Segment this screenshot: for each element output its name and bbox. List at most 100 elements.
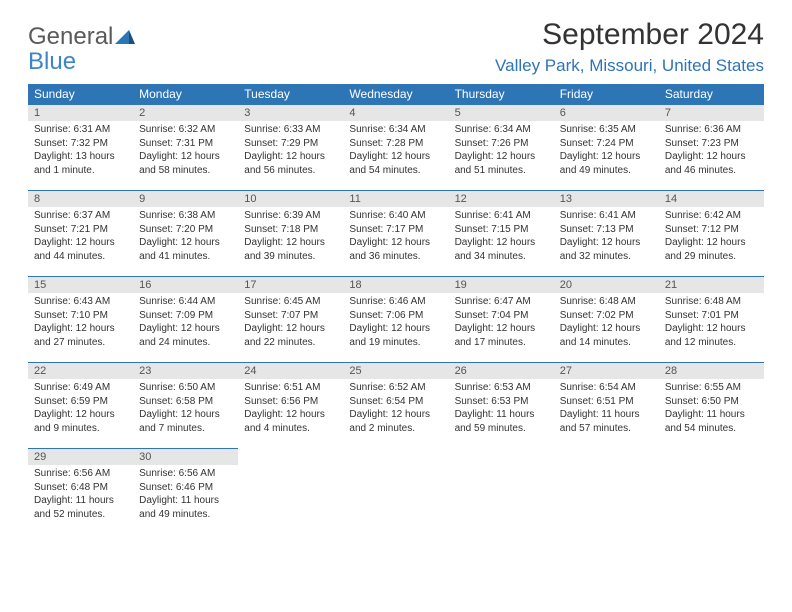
sunset-text: Sunset: 7:15 PM <box>455 223 548 237</box>
calendar-cell: 26Sunrise: 6:53 AMSunset: 6:53 PMDayligh… <box>449 362 554 448</box>
sunrise-text: Sunrise: 6:48 AM <box>665 295 758 309</box>
calendar-cell: 22 Sunrise: 6:49 AMSunset: 6:59 PMDayligh… <box>28 362 133 448</box>
sunset-text: Sunset: 6:59 PM <box>34 395 127 409</box>
daylight-text: Daylight: 12 hours and 2 minutes. <box>349 408 442 435</box>
calendar-cell <box>554 448 659 534</box>
daylight-text: Daylight: 12 hours and 19 minutes. <box>349 322 442 349</box>
sunset-text: Sunset: 7:17 PM <box>349 223 442 237</box>
calendar-cell: 12Sunrise: 6:41 AMSunset: 7:15 PMDayligh… <box>449 190 554 276</box>
logo-word2: Blue <box>28 48 76 75</box>
sunrise-text: Sunrise: 6:48 AM <box>560 295 653 309</box>
sunset-text: Sunset: 6:48 PM <box>34 481 127 495</box>
day-number: 11 <box>343 190 448 207</box>
calendar-cell: 8Sunrise: 6:37 AMSunset: 7:21 PMDaylight… <box>28 190 133 276</box>
sunrise-text: Sunrise: 6:36 AM <box>665 123 758 137</box>
logo-word1: General <box>28 23 113 50</box>
sunrise-text: Sunrise: 6:33 AM <box>244 123 337 137</box>
sunset-text: Sunset: 7:10 PM <box>34 309 127 323</box>
weekday-header: Wednesday <box>343 84 448 104</box>
daylight-text: Daylight: 12 hours and 9 minutes. <box>34 408 127 435</box>
daylight-text: Daylight: 12 hours and 51 minutes. <box>455 150 548 177</box>
calendar-cell: 21Sunrise: 6:48 AMSunset: 7:01 PMDayligh… <box>659 276 764 362</box>
sunrise-text: Sunrise: 6:56 AM <box>34 467 127 481</box>
calendar-cell: 19Sunrise: 6:47 AMSunset: 7:04 PMDayligh… <box>449 276 554 362</box>
day-number: 1 <box>28 104 133 121</box>
day-number: 22 <box>28 362 133 379</box>
title-block: September 2024 Valley Park, Missouri, Un… <box>495 18 764 76</box>
weekday-header: Thursday <box>449 84 554 104</box>
sunrise-text: Sunrise: 6:40 AM <box>349 209 442 223</box>
sunrise-text: Sunrise: 6:44 AM <box>139 295 232 309</box>
day-number: 28 <box>659 362 764 379</box>
calendar-cell: 20 Sunrise: 6:48 AMSunset: 7:02 PMDayligh… <box>554 276 659 362</box>
daylight-text: Daylight: 12 hours and 56 minutes. <box>244 150 337 177</box>
weekday-header: Sunday <box>28 84 133 104</box>
daylight-text: Daylight: 11 hours and 52 minutes. <box>34 494 127 521</box>
sunrise-text: Sunrise: 6:52 AM <box>349 381 442 395</box>
sunset-text: Sunset: 6:56 PM <box>244 395 337 409</box>
calendar-cell: 4Sunrise: 6:34 AMSunset: 7:28 PMDaylight… <box>343 104 448 190</box>
weekday-header: Monday <box>133 84 238 104</box>
sunset-text: Sunset: 6:51 PM <box>560 395 653 409</box>
calendar-cell: 2Sunrise: 6:32 AMSunset: 7:31 PMDaylight… <box>133 104 238 190</box>
day-number: 12 <box>449 190 554 207</box>
calendar-cell: 11Sunrise: 6:40 AMSunset: 7:17 PMDayligh… <box>343 190 448 276</box>
day-number: 26 <box>449 362 554 379</box>
calendar-cell: 14Sunrise: 6:42 AMSunset: 7:12 PMDayligh… <box>659 190 764 276</box>
calendar-cell: 1Sunrise: 6:31 AMSunset: 7:32 PMDaylight… <box>28 104 133 190</box>
day-number: 29 <box>28 448 133 465</box>
day-number: 20 <box>554 276 659 293</box>
day-number: 27 <box>554 362 659 379</box>
calendar-cell: 7Sunrise: 6:36 AMSunset: 7:23 PMDaylight… <box>659 104 764 190</box>
sunset-text: Sunset: 7:29 PM <box>244 137 337 151</box>
calendar-table: SundayMondayTuesdayWednesdayThursdayFrid… <box>28 84 764 534</box>
daylight-text: Daylight: 11 hours and 59 minutes. <box>455 408 548 435</box>
daylight-text: Daylight: 12 hours and 14 minutes. <box>560 322 653 349</box>
daylight-text: Daylight: 12 hours and 32 minutes. <box>560 236 653 263</box>
daylight-text: Daylight: 11 hours and 54 minutes. <box>665 408 758 435</box>
weekday-header: Friday <box>554 84 659 104</box>
month-title: September 2024 <box>495 18 764 52</box>
sunrise-text: Sunrise: 6:32 AM <box>139 123 232 137</box>
sunset-text: Sunset: 7:02 PM <box>560 309 653 323</box>
calendar-cell: 6Sunrise: 6:35 AMSunset: 7:24 PMDaylight… <box>554 104 659 190</box>
sunrise-text: Sunrise: 6:56 AM <box>139 467 232 481</box>
daylight-text: Daylight: 13 hours and 1 minute. <box>34 150 127 177</box>
sunset-text: Sunset: 7:28 PM <box>349 137 442 151</box>
logo-text: General Blue <box>28 24 135 74</box>
sunset-text: Sunset: 6:58 PM <box>139 395 232 409</box>
day-number: 2 <box>133 104 238 121</box>
sunset-text: Sunset: 7:20 PM <box>139 223 232 237</box>
weekday-header: Saturday <box>659 84 764 104</box>
sunrise-text: Sunrise: 6:49 AM <box>34 381 127 395</box>
sunrise-text: Sunrise: 6:37 AM <box>34 209 127 223</box>
day-number: 23 <box>133 362 238 379</box>
sunrise-text: Sunrise: 6:34 AM <box>349 123 442 137</box>
day-number: 10 <box>238 190 343 207</box>
day-number: 7 <box>659 104 764 121</box>
sunset-text: Sunset: 7:31 PM <box>139 137 232 151</box>
daylight-text: Daylight: 11 hours and 49 minutes. <box>139 494 232 521</box>
day-number: 15 <box>28 276 133 293</box>
day-number: 18 <box>343 276 448 293</box>
day-number: 16 <box>133 276 238 293</box>
calendar-cell: 13Sunrise: 6:41 AMSunset: 7:13 PMDayligh… <box>554 190 659 276</box>
day-number: 21 <box>659 276 764 293</box>
calendar-cell: 15Sunrise: 6:43 AMSunset: 7:10 PMDayligh… <box>28 276 133 362</box>
sunrise-text: Sunrise: 6:45 AM <box>244 295 337 309</box>
sunrise-text: Sunrise: 6:41 AM <box>455 209 548 223</box>
day-number: 14 <box>659 190 764 207</box>
sunrise-text: Sunrise: 6:39 AM <box>244 209 337 223</box>
calendar-cell: 16Sunrise: 6:44 AMSunset: 7:09 PMDayligh… <box>133 276 238 362</box>
calendar-cell <box>659 448 764 534</box>
calendar-cell: 28Sunrise: 6:55 AMSunset: 6:50 PMDayligh… <box>659 362 764 448</box>
day-number: 8 <box>28 190 133 207</box>
calendar-cell: 23Sunrise: 6:50 AMSunset: 6:58 PMDayligh… <box>133 362 238 448</box>
calendar-cell: 18Sunrise: 6:46 AMSunset: 7:06 PMDayligh… <box>343 276 448 362</box>
calendar-cell: 29 Sunrise: 6:56 AMSunset: 6:48 PMDayligh… <box>28 448 133 534</box>
sunrise-text: Sunrise: 6:38 AM <box>139 209 232 223</box>
daylight-text: Daylight: 12 hours and 4 minutes. <box>244 408 337 435</box>
day-number: 5 <box>449 104 554 121</box>
logo: General Blue <box>28 24 135 74</box>
sunset-text: Sunset: 6:53 PM <box>455 395 548 409</box>
